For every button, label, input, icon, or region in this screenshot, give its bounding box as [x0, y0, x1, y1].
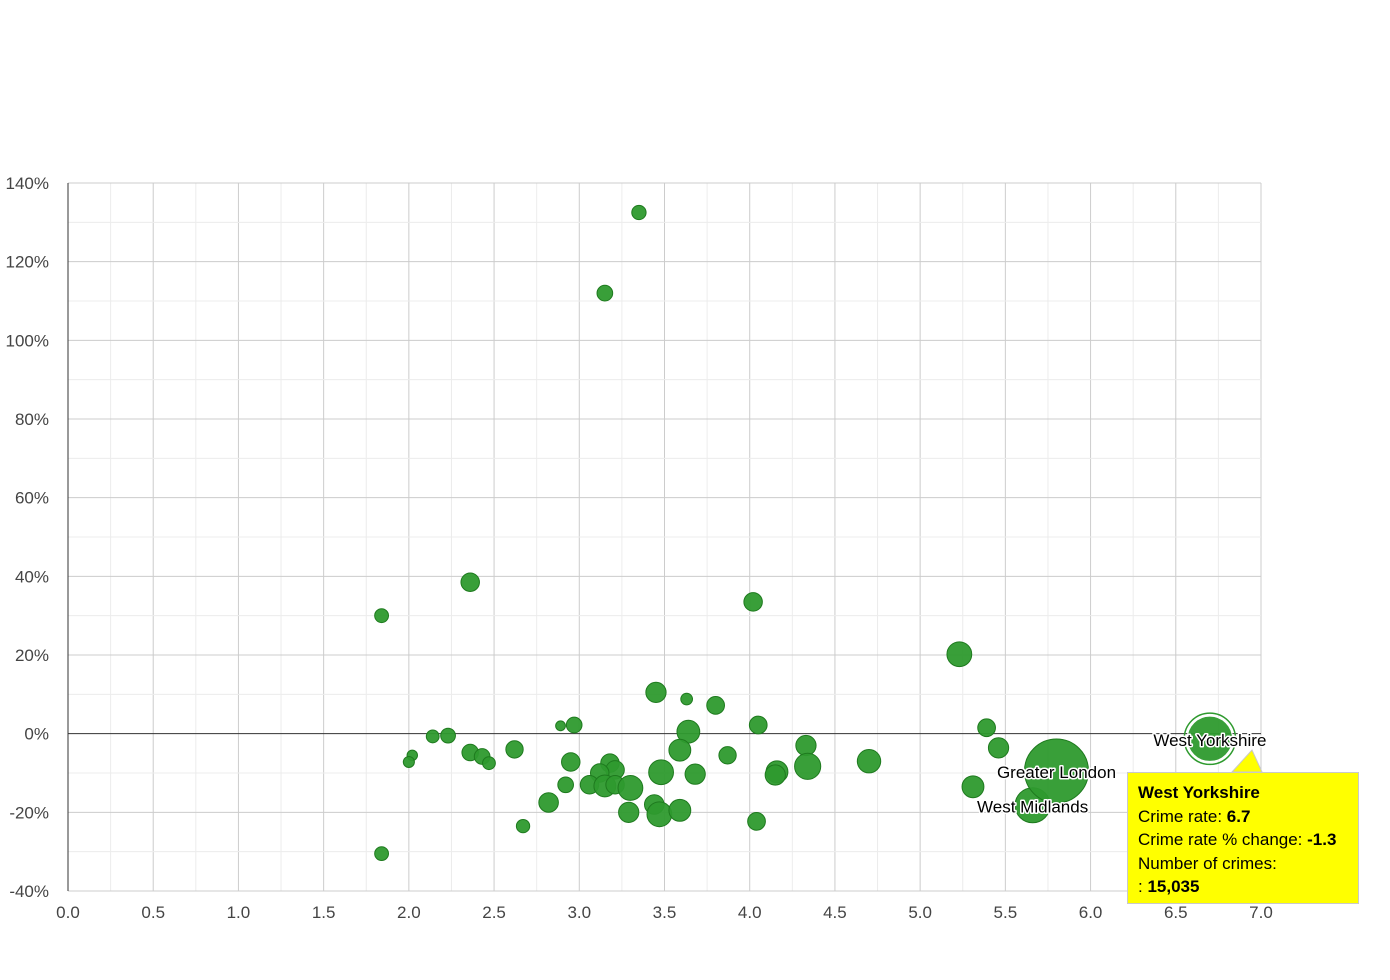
bubble-point[interactable]	[668, 738, 692, 762]
x-tick-label: 1.0	[227, 903, 251, 922]
x-tick-label: 0.0	[56, 903, 80, 922]
bubble-point[interactable]	[374, 608, 390, 624]
y-tick-label: 140%	[6, 174, 49, 193]
y-tick-label: 100%	[6, 331, 49, 350]
bubble-point[interactable]	[515, 818, 531, 834]
y-tick-label: 20%	[15, 646, 49, 665]
bubble-point[interactable]	[505, 740, 524, 759]
bubble-point[interactable]	[946, 641, 973, 668]
tooltip-count-prefix: :	[1138, 877, 1148, 896]
bubble-point[interactable]	[961, 775, 985, 799]
bubble-label: West Midlands	[977, 797, 1088, 816]
bubble-point[interactable]	[555, 720, 566, 732]
bubble-point[interactable]	[1186, 715, 1234, 762]
y-tick-label: -40%	[9, 882, 49, 901]
tooltip-title: West Yorkshire	[1138, 783, 1260, 802]
x-tick-label: 2.5	[482, 903, 506, 922]
tooltip-rate-label: Crime rate:	[1138, 806, 1227, 826]
x-tick-label: 3.0	[567, 903, 591, 922]
y-axis-tick-labels: -40% -20% 0% 20% 40% 60% 80% 100% 120% 140%	[6, 174, 49, 901]
bubble-point[interactable]	[646, 801, 673, 828]
bubble-labels: West Midlands Greater London West Yorkshir…	[976, 729, 1268, 817]
bubble-point[interactable]	[402, 755, 415, 769]
bubble-point[interactable]	[557, 776, 574, 794]
bubble-point[interactable]	[743, 592, 763, 612]
bubble-point[interactable]	[618, 801, 640, 823]
bubble-point[interactable]	[482, 756, 496, 771]
bubble-point[interactable]	[987, 737, 1010, 759]
bubble-point[interactable]	[565, 716, 583, 734]
bubble-point[interactable]	[425, 729, 440, 744]
bubble-point[interactable]	[706, 695, 725, 715]
bubble-point[interactable]	[538, 792, 559, 813]
bubble-hover-ring	[1183, 712, 1237, 766]
bubble-point[interactable]	[645, 681, 667, 703]
x-tick-label: 4.0	[738, 903, 762, 922]
bubble-point[interactable]	[374, 846, 390, 862]
bubble-series	[374, 204, 1237, 862]
bubble-point[interactable]	[856, 749, 882, 774]
bubble-point[interactable]	[795, 734, 817, 757]
bubble-label: West Yorkshire	[1153, 731, 1266, 750]
bubble-point[interactable]	[631, 204, 647, 221]
x-tick-label: 7.0	[1249, 903, 1273, 922]
y-tick-label: 80%	[15, 410, 49, 429]
x-tick-label: 3.5	[653, 903, 677, 922]
x-tick-label: 2.0	[397, 903, 421, 922]
bubble-point[interactable]	[648, 759, 674, 786]
tooltip-change-value: -1.3	[1307, 830, 1337, 849]
x-tick-label: 1.5	[312, 903, 336, 922]
x-tick-label: 6.5	[1164, 903, 1188, 922]
tooltip-count-row: : 15,035	[1138, 875, 1348, 899]
bubble-label: Greater London	[997, 763, 1116, 782]
bubble-point[interactable]	[718, 746, 737, 765]
bubble-point[interactable]	[561, 752, 581, 772]
x-tick-label: 6.0	[1079, 903, 1103, 922]
tooltip-change-row: Crime rate % change: -1.3	[1138, 828, 1348, 852]
tooltip-rate-value: 6.7	[1226, 806, 1251, 826]
bubble-point[interactable]	[680, 692, 693, 706]
bubble-point[interactable]	[668, 798, 692, 822]
bubble-point[interactable]	[1023, 738, 1089, 804]
x-tick-label: 0.5	[141, 903, 165, 922]
bubble-point[interactable]	[794, 752, 822, 780]
x-tick-label: 5.0	[908, 903, 932, 922]
tooltip-pointer	[1230, 749, 1263, 773]
x-tick-label: 4.5	[823, 903, 847, 922]
bubble-point[interactable]	[748, 715, 768, 735]
bubble-point[interactable]	[764, 764, 786, 786]
x-tick-label: 5.5	[994, 903, 1018, 922]
y-tick-label: 0%	[24, 725, 49, 744]
bubble-point[interactable]	[977, 718, 996, 738]
tooltip-change-label: Crime rate % change:	[1138, 830, 1308, 849]
bubble-point[interactable]	[440, 727, 456, 744]
y-tick-label: 40%	[15, 567, 49, 586]
bubble-point[interactable]	[617, 775, 644, 801]
y-tick-label: 120%	[6, 253, 49, 272]
bubble-point[interactable]	[596, 284, 614, 302]
bubble-point[interactable]	[460, 572, 480, 592]
tooltip-count-label: Number of crimes:	[1138, 853, 1277, 873]
x-axis-tick-labels: 0.0 0.5 1.0 1.5 2.0 2.5 3.0 3.5 4.0 4.5 5.0 5.5 6.0 6…	[56, 903, 1273, 922]
tooltip: West Yorkshire Crime rate: 6.7 Crime rat…	[1127, 772, 1359, 904]
y-tick-label: -20%	[9, 803, 49, 822]
y-tick-label: 60%	[15, 489, 49, 508]
bubble-point[interactable]	[684, 763, 706, 785]
tooltip-rate-row: Crime rate: 6.7	[1138, 805, 1348, 829]
tooltip-count-value: 15,035	[1147, 877, 1200, 896]
bubble-point[interactable]	[747, 812, 766, 831]
